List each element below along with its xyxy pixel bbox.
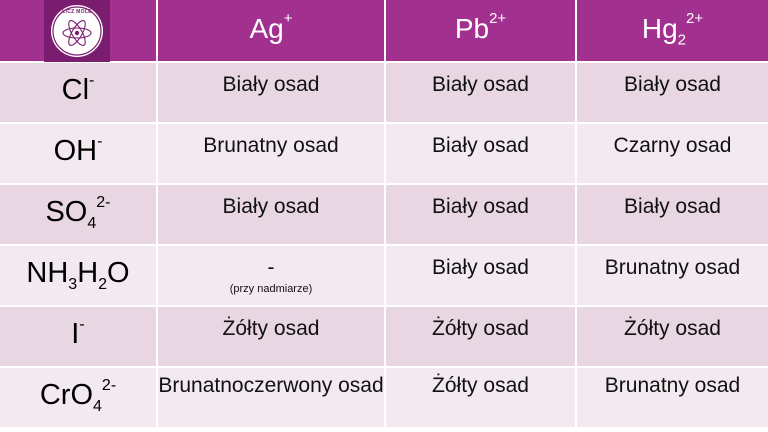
result-cell: Żółty osad: [156, 306, 385, 368]
result-cell: Brunatny osad: [575, 245, 768, 307]
header-pb: Pb2+: [384, 0, 576, 63]
logo-box: LICZ MOLE: [44, 0, 110, 62]
result-cell: Biały osad: [384, 184, 576, 246]
result-cell: Biały osad: [384, 62, 576, 124]
result-cell: Żółty osad: [575, 306, 768, 368]
result-cell: Brunatnoczerwony osad: [156, 367, 385, 429]
result-cell: Brunatny osad: [156, 123, 385, 185]
atom-logo-icon: LICZ MOLE: [51, 5, 103, 57]
result-cell: Biały osad: [575, 184, 768, 246]
result-cell: Biały osad: [156, 184, 385, 246]
logo-text: LICZ MOLE: [62, 9, 92, 15]
anion-label: CrO42-: [0, 367, 157, 429]
result-cell: Biały osad: [575, 62, 768, 124]
anion-label: SO42-: [0, 184, 157, 246]
header-ag: Ag+: [156, 0, 385, 63]
anion-label: Cl-: [0, 62, 157, 124]
result-cell: Żółty osad: [384, 367, 576, 429]
result-cell: Biały osad: [384, 123, 576, 185]
result-cell: Czarny osad: [575, 123, 768, 185]
result-cell: Biały osad: [156, 62, 385, 124]
table-row: Cl- Biały osad Biały osad Biały osad: [0, 62, 768, 124]
result-cell: Biały osad: [384, 245, 576, 307]
result-note: (przy nadmiarze): [229, 283, 313, 296]
header-hg2: Hg22+: [575, 0, 768, 63]
anion-label: NH3H2O: [0, 245, 157, 307]
table-row: CrO42- Brunatnoczerwony osad Żółty osad Bru…: [0, 367, 768, 429]
table-row: I- Żółty osad Żółty osad Żółty osad: [0, 306, 768, 368]
logo-cell: LICZ MOLE: [0, 0, 157, 63]
table-row: SO42- Biały osad Biały osad Biały osad: [0, 184, 768, 246]
result-cell: Żółty osad: [384, 306, 576, 368]
result-cell: Brunatny osad: [575, 367, 768, 429]
anion-label: I-: [0, 306, 157, 368]
table-row: NH3H2O - (przy nadmiarze) Biały osad Brunatn…: [0, 245, 768, 307]
result-cell: - (przy nadmiarze): [156, 245, 385, 307]
header-row: LICZ MOLE Ag+ Pb2+ Hg22+: [0, 0, 768, 63]
table-row: OH- Brunatny osad Biały osad Czarny osad: [0, 123, 768, 185]
anion-label: OH-: [0, 123, 157, 185]
